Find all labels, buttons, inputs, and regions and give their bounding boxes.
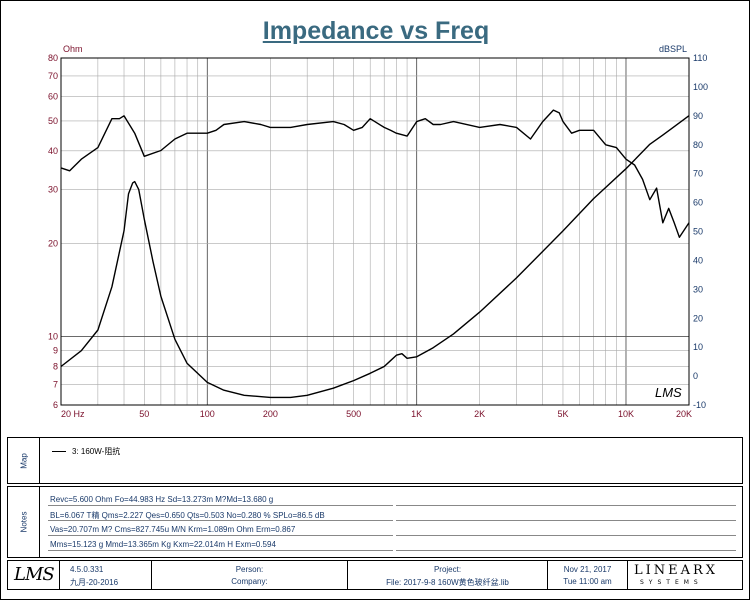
note-rule (48, 505, 393, 506)
x-axis-tick-label: 5K (557, 409, 568, 419)
right-axis-tick-label: 50 (693, 227, 703, 237)
version-text: 4.5.0.331 (70, 565, 104, 574)
right-axis-tick-label: 80 (693, 140, 703, 150)
project-label: Project: (433, 565, 462, 574)
right-axis-tick-label: 30 (693, 284, 703, 294)
note-rule (396, 520, 736, 521)
left-axis-tick-label: 9 (53, 346, 58, 356)
left-axis-tick-label: 70 (48, 71, 58, 81)
left-axis-tick-label: 6 (53, 400, 58, 410)
chart-title: Impedance vs Freq (262, 17, 490, 45)
note-rule (48, 550, 393, 551)
legend-swatch (52, 451, 66, 452)
note-line-2: BL=6.067 T精 Qms=2.227 Qes=0.650 Qts=0.50… (50, 511, 325, 520)
linearx-subtitle: SYSTEMS (640, 579, 703, 586)
footer-bar: LMS 4.5.0.331 九月-20-2016 Person: Company… (7, 560, 743, 590)
right-axis-tick-label: 90 (693, 111, 703, 121)
right-axis-tick-label: 0 (693, 371, 698, 381)
footer-project-cell: Project: File: 2017-9-8 160W黄色玻纤盆.lib (348, 561, 548, 589)
x-axis-ticks: 20 Hz 50 100 200 500 1K 2K 5K 10K 20K (61, 409, 692, 419)
x-axis-tick-label: 100 (200, 409, 215, 419)
right-axis-tick-label: 100 (693, 82, 708, 92)
left-axis-tick-label: 7 (53, 379, 58, 389)
x-axis-tick-label: 50 (139, 409, 149, 419)
notes-panel-label: Notes (8, 487, 40, 557)
plot-grid (61, 58, 689, 405)
note-line-4: Mms=15.123 g Mmd=13.365m Kg Kxm=22.014m … (50, 540, 276, 549)
left-axis-tick-label: 40 (48, 146, 58, 156)
legend-label: 3: 160W-阻抗 (72, 447, 121, 456)
right-axis-tick-label: 10 (693, 342, 703, 352)
impedance-chart: 6 7 8 9 10 20 30 40 50 60 70 80 -10 0 10 20 30 40 50 60 70 8… (48, 44, 708, 419)
person-label: Person: (235, 565, 264, 574)
x-axis-tick-label: 200 (263, 409, 278, 419)
lms-logo: LMS (14, 564, 55, 585)
x-axis-tick-label: 500 (346, 409, 361, 419)
spl-curve (60, 109, 690, 239)
x-axis-tick-label: 20 Hz (61, 409, 85, 419)
right-axis-tick-label: -10 (693, 400, 706, 410)
company-label: Company: (231, 577, 268, 586)
note-rule (396, 535, 736, 536)
note-rule (396, 550, 736, 551)
version-date: 九月-20-2016 (70, 578, 119, 587)
footer-date-cell: Nov 21, 2017 Tue 11:00 am (548, 561, 628, 589)
footer-person-cell: Person: Company: (152, 561, 348, 589)
note-rule (48, 535, 393, 536)
left-axis-ticks: 6 7 8 9 10 20 30 40 50 60 70 80 (48, 53, 58, 410)
x-axis-tick-label: 1K (411, 409, 422, 419)
note-line-3: Vas=20.707m M? Cms=827.745u M/N Krm=1.08… (50, 525, 296, 534)
x-axis-tick-label: 10K (618, 409, 634, 419)
watermark-logo: LMS (655, 385, 682, 400)
right-axis-ticks: -10 0 10 20 30 40 50 60 70 80 90 100 110 (693, 53, 708, 410)
map-panel-label: Map (8, 438, 40, 483)
left-axis-unit: Ohm (63, 44, 83, 54)
left-axis-tick-label: 20 (48, 239, 58, 249)
left-axis-tick-label: 60 (48, 92, 58, 102)
right-axis-tick-label: 70 (693, 169, 703, 179)
left-axis-tick-label: 50 (48, 116, 58, 126)
note-rule (48, 520, 393, 521)
linearx-logo: LINEARX (634, 563, 719, 578)
right-axis-tick-label: 60 (693, 198, 703, 208)
file-text: File: 2017-9-8 160W黄色玻纤盆.lib (386, 578, 509, 587)
x-axis-tick-label: 20K (676, 409, 692, 419)
time-text: Tue 11:00 am (563, 577, 612, 586)
footer-logo-cell: LMS (8, 561, 60, 589)
date-text: Nov 21, 2017 (563, 565, 612, 574)
note-rule (396, 505, 736, 506)
notes-panel: Notes Revc=5.600 Ohm Fo=44.983 Hz Sd=13.… (7, 486, 743, 558)
x-axis-tick-label: 2K (474, 409, 485, 419)
impedance-curve (60, 115, 690, 399)
plot-area (60, 57, 690, 406)
right-axis-tick-label: 40 (693, 255, 703, 265)
right-axis-unit: dBSPL (659, 44, 687, 54)
legend-entry: 3: 160W-阻抗 (52, 446, 120, 457)
right-axis-tick-label: 20 (693, 313, 703, 323)
right-axis-tick-label: 110 (693, 53, 707, 63)
footer-version-cell: 4.5.0.331 九月-20-2016 (60, 561, 152, 589)
footer-brand-cell: LINEARX SYSTEMS (628, 561, 742, 589)
left-axis-tick-label: 80 (48, 53, 58, 63)
left-axis-tick-label: 30 (48, 184, 58, 194)
left-axis-tick-label: 10 (48, 332, 58, 342)
note-line-1: Revc=5.600 Ohm Fo=44.983 Hz Sd=13.273m M… (50, 495, 274, 504)
left-axis-tick-label: 8 (53, 361, 58, 371)
series-group (60, 109, 690, 399)
map-panel: Map 3: 160W-阻抗 (7, 437, 743, 484)
